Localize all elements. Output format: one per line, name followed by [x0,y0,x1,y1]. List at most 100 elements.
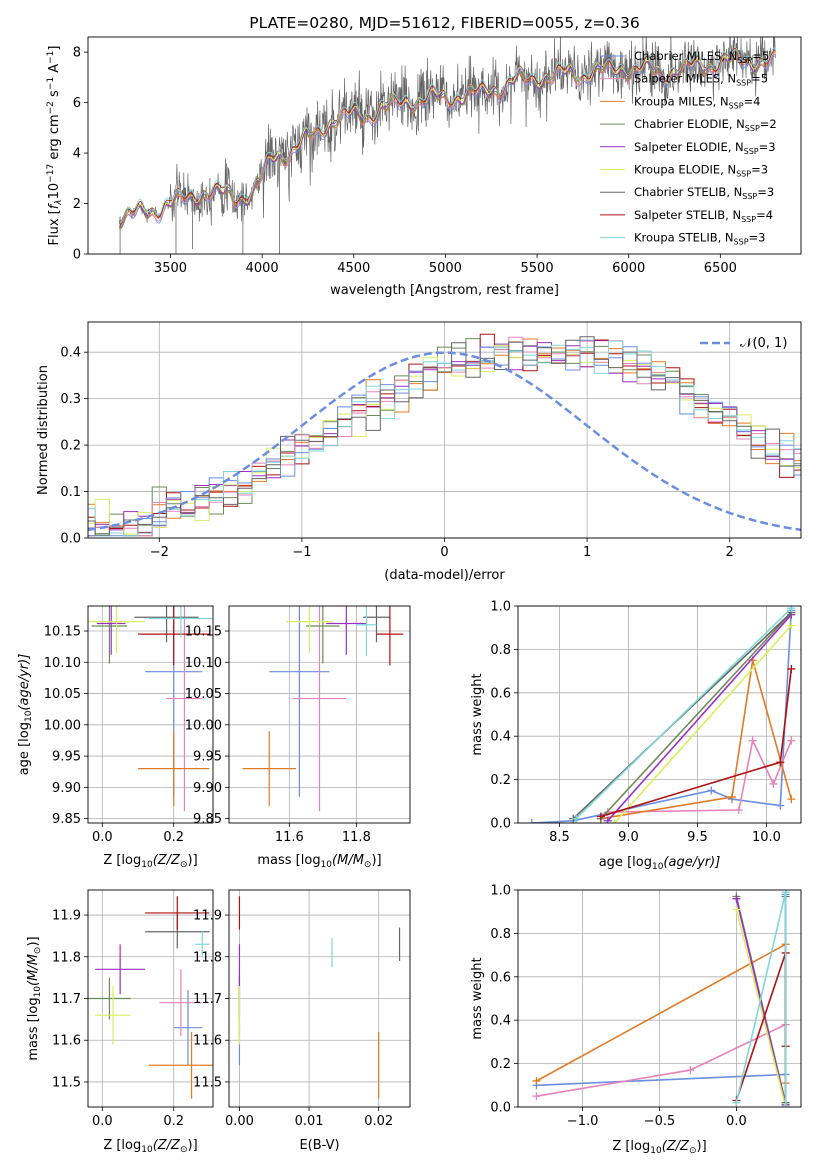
label-part: 10 [652,862,664,872]
weight-series-line [735,898,787,1105]
legend-entry: Salpeter MILES, NSSP=5 [634,72,768,88]
weight-series-line [607,737,793,813]
label-part: SSP [741,215,756,224]
x-axis-label: Z [log10(Z/Z⊙)] [612,1139,706,1156]
axes-frame [87,889,214,1108]
residual-histogram [88,345,801,535]
y-tick-label: 9.85 [193,812,222,827]
weight-series-line [531,610,793,823]
y-tick-label: 1.0 [490,600,511,615]
y-axis-label: mass weight [470,957,485,1039]
y-tick-label: 1.0 [490,884,511,899]
legend-entry: Chabrier STELIB, NSSP=3 [634,185,774,201]
x-axis-label: E(B-V) [299,1138,339,1153]
weight-series-line [536,942,787,1084]
axes-frame [87,321,802,539]
axes-frame [87,36,802,255]
label-part: mass [log [257,853,320,868]
x-axis-label: (data-model)/error [384,568,505,583]
spectrum-plot-area [118,37,776,254]
label-part: Salpeter STELIB, N [634,208,741,222]
label-part: )] [188,853,198,868]
y-tick-label: 0.2 [490,1057,511,1072]
axes-frame [517,889,802,1108]
weight-point-marker [707,786,716,795]
x-tick-label: 0.00 [225,1114,254,1129]
x-tick-label: −1 [292,545,311,560]
label-part: =2 [760,117,777,131]
label-part: Kroupa ELODIE, N [634,163,736,177]
x-tick-label: 6000 [612,261,645,276]
y-tick-label: 11.6 [52,1034,81,1049]
legend-entry: Chabrier MILES, NSSP=5 [634,49,769,65]
residual-histogram [88,336,801,536]
weight-point-marker [732,1098,741,1107]
label-part: 10 [24,710,34,722]
age-vs-mass-plot-area [242,606,404,812]
y-tick-label: 11.5 [52,1075,81,1090]
weight-point-marker [776,801,785,810]
x-tick-label: −2 [150,545,169,560]
label-part: (Z/Z [153,853,181,868]
errorbar-point [269,606,330,797]
y-tick-label: 10.10 [44,656,81,671]
label-part: s [47,90,62,101]
label-part: Z [log [103,853,141,868]
label-part: Kroupa MILES, N [634,94,729,108]
residual-histogram [88,340,801,537]
mass-vs-EBV-plot-area [238,896,401,1099]
errorbar-point [285,606,333,653]
errorbar-point [292,606,347,812]
x-tick-label: 0.0 [92,1114,113,1129]
x-tick-label: 4000 [246,261,279,276]
weight-vs-age-axes: 8.5 9.0 9.5 10.0 0.0 0.2 0.4 0.6 0.8 1.0 [490,600,801,845]
label-part: ] [47,46,62,51]
errorbar-point [356,606,377,657]
x-tick-label: 0.0 [92,830,113,845]
weight-point-marker [527,819,536,823]
label-part: =3 [751,163,768,177]
errorbar-point [195,931,210,957]
residual-histogram [88,340,801,537]
label-part: Z [log [612,1139,650,1154]
y-tick-label: 0.8 [490,927,511,942]
y-axis-label: Flux [fλ10−17 erg cm−2 s−1 A−1] [46,46,64,246]
mass-vs-Z-axes: 0.0 0.2 11.5 11.6 11.7 11.8 11.9 [52,890,213,1129]
x-tick-label: 0.0 [726,1114,747,1129]
label-part: =4 [744,94,761,108]
axes-frame [228,605,411,824]
y-axis-label: mass weight [470,673,485,755]
y-tick-label: 9.95 [52,750,81,765]
y-tick-label: 0.0 [490,1101,511,1116]
weight-point-marker [781,890,790,897]
errorbar-point [95,985,131,1045]
y-tick-label: 11.6 [193,1034,222,1049]
weight-point-marker [532,1076,541,1085]
y-tick-label: 0 [73,248,81,263]
legend-entry: Kroupa STELIB, NSSP=3 [634,231,765,247]
y-tick-label: 0.8 [490,643,511,658]
label-part: ⊙ [180,860,188,870]
label-part: −17 [46,164,56,183]
y-tick-label: 9.95 [193,750,222,765]
x-axis-label: wavelength [Angstrom, rest frame] [330,283,559,298]
weight-point-marker [769,779,778,788]
y-tick-label: 0.0 [490,817,511,832]
label-part: A [47,64,62,77]
x-tick-label: 2 [726,545,734,560]
weight-point-marker [748,736,757,745]
y-tick-label: 0.1 [60,485,81,500]
weight-point-marker [686,1066,695,1075]
mass-vs-EBV-axes: 0.00 0.01 0.02 11.5 11.6 11.7 11.8 11.9 [193,890,410,1129]
label-part: SSP [744,147,759,156]
legend-entry: Salpeter STELIB, NSSP=4 [634,208,773,224]
label-part: ⊙ [364,860,372,870]
weight-point-marker [787,606,796,613]
weight-point-marker [732,905,741,914]
figure-title: PLATE=0280, MJD=51612, FIBERID=0055, z=0… [249,14,639,32]
weight-point-marker [781,1103,790,1107]
label-part: SSP [737,56,752,65]
x-axis-label: mass [log10(M/M⊙)] [257,853,381,870]
weight-point-marker [610,819,619,823]
label-part: Flux [ [47,209,62,245]
